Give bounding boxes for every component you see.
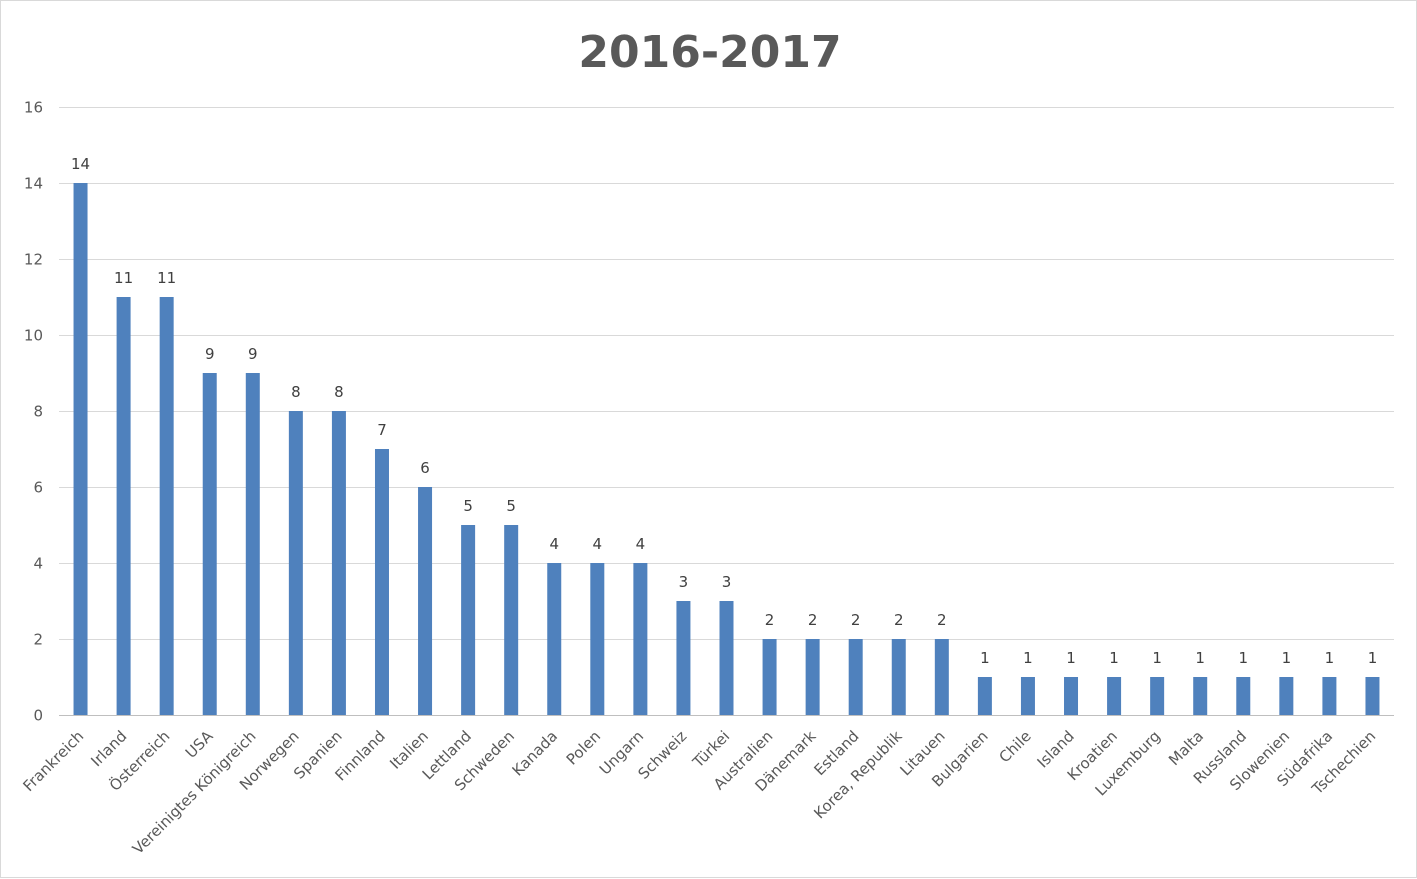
bar-13: [633, 563, 648, 715]
data-label-10: 5: [506, 497, 516, 515]
bars: [73, 183, 1380, 715]
category-label-11: Kanada: [509, 727, 561, 779]
bar-3: [202, 373, 217, 715]
data-label-13: 4: [636, 535, 646, 553]
data-label-22: 1: [1023, 649, 1033, 667]
data-label-6: 8: [334, 383, 344, 401]
data-label-29: 1: [1325, 649, 1335, 667]
data-label-24: 1: [1109, 649, 1119, 667]
bar-28: [1279, 677, 1294, 715]
y-tick-label-10: 10: [24, 327, 43, 345]
data-label-17: 2: [808, 611, 818, 629]
data-label-2: 11: [157, 269, 176, 287]
bar-11: [547, 563, 562, 715]
bar-24: [1107, 677, 1122, 715]
bar-26: [1193, 677, 1208, 715]
data-label-27: 1: [1239, 649, 1249, 667]
data-label-25: 1: [1152, 649, 1162, 667]
data-label-20: 2: [937, 611, 947, 629]
category-label-0: Frankreich: [19, 727, 87, 795]
bar-15: [719, 601, 734, 715]
bar-6: [331, 411, 346, 715]
category-label-3: USA: [182, 727, 217, 762]
y-tick-label-12: 12: [24, 251, 43, 269]
data-label-9: 5: [463, 497, 473, 515]
bar-29: [1322, 677, 1337, 715]
bar-30: [1365, 677, 1380, 715]
y-tick-label-16: 16: [24, 99, 43, 117]
y-tick-label-14: 14: [24, 175, 43, 193]
data-label-28: 1: [1282, 649, 1292, 667]
bar-16: [762, 639, 777, 715]
y-tick-label-2: 2: [33, 631, 43, 649]
data-label-14: 3: [679, 573, 689, 591]
data-label-18: 2: [851, 611, 861, 629]
bar-8: [418, 487, 433, 715]
data-label-26: 1: [1195, 649, 1205, 667]
y-tick-label-4: 4: [33, 555, 43, 573]
data-label-15: 3: [722, 573, 732, 591]
y-tick-label-6: 6: [33, 479, 43, 497]
bar-25: [1150, 677, 1165, 715]
bar-10: [504, 525, 519, 715]
y-tick-label-0: 0: [33, 707, 43, 725]
gridlines: [59, 107, 1394, 716]
data-label-4: 9: [248, 345, 258, 363]
bar-4: [245, 373, 260, 715]
data-label-0: 14: [71, 155, 90, 173]
data-label-19: 2: [894, 611, 904, 629]
data-label-1: 11: [114, 269, 133, 287]
bar-21: [977, 677, 992, 715]
bar-18: [848, 639, 863, 715]
bar-1: [116, 297, 131, 715]
bar-19: [891, 639, 906, 715]
bar-2: [159, 297, 174, 715]
data-label-8: 6: [420, 459, 430, 477]
data-label-11: 4: [549, 535, 559, 553]
data-label-16: 2: [765, 611, 775, 629]
data-label-3: 9: [205, 345, 215, 363]
bar-9: [461, 525, 476, 715]
bar-5: [288, 411, 303, 715]
bar-12: [590, 563, 605, 715]
bar-0: [73, 183, 88, 715]
y-axis-ticks: 0 2 4 6 8 10 12 14 16: [24, 99, 43, 725]
category-label-14: Schweiz: [635, 727, 691, 783]
bar-14: [676, 601, 691, 715]
category-label-22: Chile: [996, 727, 1035, 766]
data-label-23: 1: [1066, 649, 1076, 667]
bar-17: [805, 639, 820, 715]
chart-title: 2016-2017: [578, 27, 841, 78]
data-label-12: 4: [593, 535, 603, 553]
bar-20: [934, 639, 949, 715]
bar-22: [1020, 677, 1035, 715]
bar-23: [1064, 677, 1079, 715]
y-tick-label-8: 8: [33, 403, 43, 421]
data-label-7: 7: [377, 421, 387, 439]
data-label-21: 1: [980, 649, 990, 667]
bar-27: [1236, 677, 1251, 715]
data-label-30: 1: [1368, 649, 1378, 667]
data-label-5: 8: [291, 383, 301, 401]
bar-7: [374, 449, 389, 715]
